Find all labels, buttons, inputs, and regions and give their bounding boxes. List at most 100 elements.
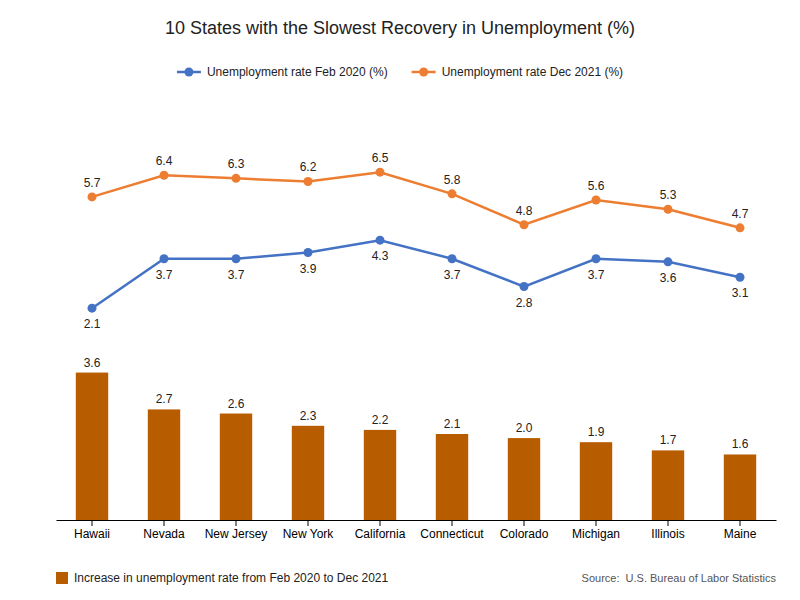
legend-item: Unemployment rate Feb 2020 (%) [177, 65, 388, 79]
point [232, 174, 241, 183]
tick: Hawaii [74, 520, 110, 541]
data-label: 2.0 [516, 421, 533, 435]
bar [508, 438, 540, 520]
data-label: 4.7 [732, 207, 749, 221]
data-label: 3.7 [156, 268, 173, 282]
tick-mark [668, 520, 669, 526]
legend-item: Increase in unemployment rate from Feb 2… [56, 571, 389, 585]
data-label: 1.6 [732, 437, 749, 451]
data-label: 2.2 [372, 413, 389, 427]
point [664, 205, 673, 214]
tick-mark [92, 520, 93, 526]
bar [724, 454, 756, 520]
bar [76, 373, 108, 520]
tick-label: Hawaii [74, 527, 110, 541]
tick-label: Connecticut [420, 527, 484, 541]
point [88, 304, 97, 313]
point [592, 196, 601, 205]
bar [436, 434, 468, 520]
data-label: 2.6 [228, 397, 245, 411]
tick-mark [380, 520, 381, 526]
bar [364, 430, 396, 520]
data-label: 6.3 [228, 157, 245, 171]
tick-label: Colorado [500, 527, 549, 541]
data-label: 2.3 [300, 409, 317, 423]
data-label: 6.2 [300, 160, 317, 174]
tick-mark [164, 520, 165, 526]
tick-mark [452, 520, 453, 526]
point [88, 192, 97, 201]
point [160, 171, 169, 180]
legend-item: Unemployment rate Dec 2021 (%) [412, 65, 623, 79]
line [92, 240, 740, 308]
point [448, 189, 457, 198]
data-label: 5.6 [588, 179, 605, 193]
tick-mark [308, 520, 309, 526]
bar [580, 442, 612, 520]
point [520, 220, 529, 229]
legend: Unemployment rate Feb 2020 (%) Unemployme… [177, 65, 623, 79]
point [304, 177, 313, 186]
line [92, 172, 740, 228]
data-label: 6.4 [156, 154, 173, 168]
tick: Maine [724, 520, 757, 541]
tick-label: New Jersey [205, 527, 268, 541]
tick-label: Maine [724, 527, 757, 541]
bar [220, 414, 252, 520]
chart-svg: 2.1 3.7 3.7 3.9 4.3 3.7 2.8 3.7 3.6 3.1 5.7 6.4 6.3 6… [0, 0, 800, 600]
legend-label: Unemployment rate Feb 2020 (%) [207, 65, 388, 79]
data-label: 2.8 [516, 296, 533, 310]
point [304, 248, 313, 257]
tick-mark [596, 520, 597, 526]
tick-label: Nevada [143, 527, 185, 541]
data-label: 3.9 [300, 262, 317, 276]
data-label: 3.7 [228, 268, 245, 282]
tick: Michigan [572, 520, 620, 541]
point [520, 282, 529, 291]
background [0, 0, 800, 600]
legend: Increase in unemployment rate from Feb 2… [56, 571, 389, 585]
data-label: 3.6 [84, 356, 101, 370]
tick: Colorado [500, 520, 549, 541]
legend-swatch [184, 68, 193, 77]
title: 10 States with the Slowest Recovery in U… [165, 18, 635, 38]
data-label: 1.7 [660, 433, 677, 447]
legend-swatch [56, 572, 68, 584]
data-label: 3.7 [588, 268, 605, 282]
tick: New York [283, 520, 335, 541]
tick-mark [524, 520, 525, 526]
tick-mark [740, 520, 741, 526]
data-label: 3.1 [732, 286, 749, 300]
point [232, 254, 241, 263]
point [448, 254, 457, 263]
annotation: Source: U.S. Bureau of Labor Statistics [582, 572, 777, 584]
data-label: 1.9 [588, 425, 605, 439]
data-label: 3.6 [660, 271, 677, 285]
point [376, 236, 385, 245]
data-label: 5.7 [84, 176, 101, 190]
bar [292, 426, 324, 520]
point [160, 254, 169, 263]
legend-label: Increase in unemployment rate from Feb 2… [74, 571, 389, 585]
tick: New Jersey [205, 520, 268, 541]
legend-swatch [419, 68, 428, 77]
bar [652, 450, 684, 520]
data-label: 6.5 [372, 151, 389, 165]
tick: Illinois [651, 520, 684, 541]
plot-area [76, 373, 756, 520]
chart-container: 2.1 3.7 3.7 3.9 4.3 3.7 2.8 3.7 3.6 3.1 5.7 6.4 6.3 6… [0, 0, 800, 600]
point [376, 168, 385, 177]
tick: California [355, 520, 406, 541]
data-label: 3.7 [444, 268, 461, 282]
point [736, 223, 745, 232]
tick: Nevada [143, 520, 185, 541]
x-axis: Hawaii Nevada New Jersey New York California… [57, 520, 777, 541]
point [664, 257, 673, 266]
tick-label: New York [283, 527, 335, 541]
plot-area [88, 168, 745, 313]
data-label: 4.3 [372, 249, 389, 263]
data-label: 5.3 [660, 188, 677, 202]
data-label: 2.7 [156, 392, 173, 406]
data-label: 2.1 [444, 417, 461, 431]
point [736, 273, 745, 282]
